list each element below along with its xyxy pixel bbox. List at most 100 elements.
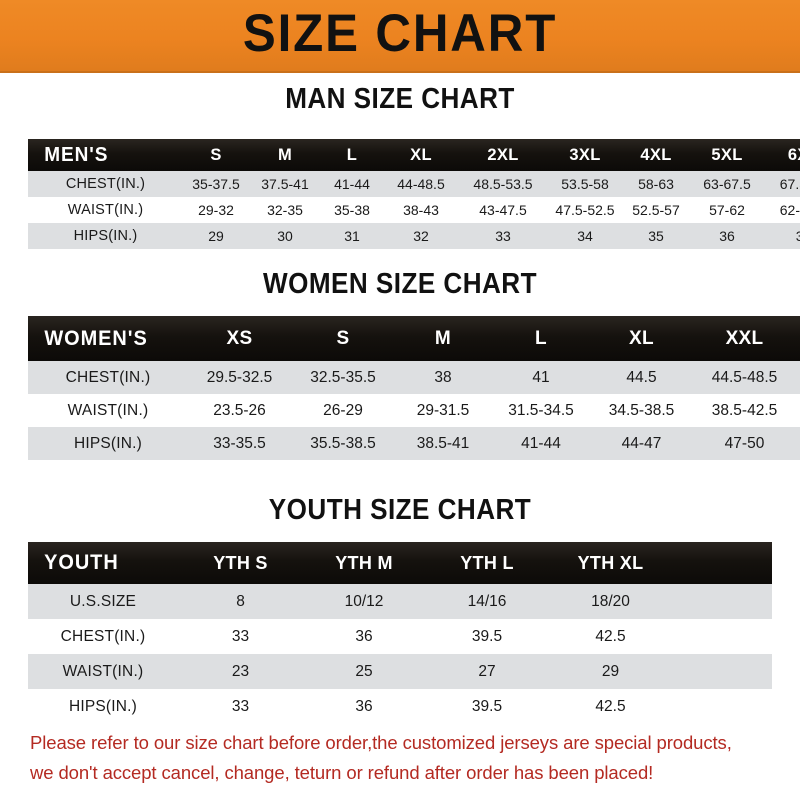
youth-hips-xl: 42.5 (595, 697, 626, 715)
youth-col-spacer (672, 542, 772, 584)
men-col-3xl: 3XL (569, 145, 601, 164)
youth-waist-l: 27 (478, 662, 496, 680)
women-col-xs: XS (226, 327, 253, 349)
men-waist-m: 32-35 (267, 202, 303, 218)
youth-waist-s: 23 (231, 662, 250, 680)
youth-row-label-chest: CHEST(IN.) (60, 627, 146, 645)
men-hips-6xl: 37 (795, 228, 800, 244)
men-chest-2xl: 48.5-53.5 (473, 176, 533, 192)
women-hips-xl: 44-47 (621, 434, 662, 452)
men-row-label-chest: CHEST(IN.) (65, 176, 146, 192)
women-col-l: L (535, 327, 547, 349)
women-waist-l: 31.5-34.5 (508, 401, 574, 419)
men-chest-l: 41-44 (334, 176, 370, 192)
youth-ussize-spacer (672, 584, 772, 619)
women-row-header: WOMEN'S (44, 326, 148, 350)
youth-chest-spacer (672, 619, 772, 654)
men-col-4xl: 4XL (640, 145, 672, 164)
men-chest-5xl: 63-67.5 (703, 176, 751, 192)
women-chest-xs: 29.5-32.5 (206, 368, 273, 386)
men-waist-s: 29-32 (198, 202, 234, 218)
women-waist-xxl: 38.5-42.5 (711, 401, 778, 419)
youth-col-yth-s: YTH S (213, 552, 268, 573)
men-chest-xl: 44-48.5 (397, 176, 445, 192)
table-row: WAIST(IN.) 23.5-26 26-29 29-31.5 31.5-34… (28, 394, 800, 427)
men-hips-5xl: 36 (719, 228, 735, 244)
women-col-xxl: XXL (725, 327, 764, 349)
youth-hips-s: 33 (231, 697, 250, 715)
women-waist-xs: 23.5-26 (213, 401, 266, 419)
men-hips-4xl: 35 (648, 228, 664, 244)
women-chest-l: 41 (532, 368, 550, 386)
men-col-s: S (210, 145, 222, 164)
men-chest-3xl: 53.5-58 (561, 176, 609, 192)
men-waist-xl: 38-43 (403, 202, 439, 218)
table-row: CHEST(IN.) 29.5-32.5 32.5-35.5 38 41 44.… (28, 361, 800, 394)
youth-ussize-s: 8 (236, 592, 245, 610)
disclaimer-line-2: we don't accept cancel, change, teturn o… (30, 762, 654, 783)
women-waist-s: 26-29 (323, 401, 363, 419)
disclaimer-line-1: Please refer to our size chart before or… (30, 732, 732, 753)
table-header-row: YOUTH YTH S YTH M YTH L YTH XL (28, 542, 772, 584)
women-chest-m: 38 (434, 368, 452, 386)
table-row: HIPS(IN.) 33-35.5 35.5-38.5 38.5-41 41-4… (28, 427, 800, 460)
men-waist-5xl: 57-62 (709, 202, 745, 218)
men-col-2xl: 2XL (487, 145, 519, 164)
table-row: HIPS(IN.) 29 30 31 32 33 34 35 36 37 (28, 223, 800, 249)
table-row: WAIST(IN.) 23 25 27 29 (28, 654, 772, 689)
women-waist-m: 29-31.5 (416, 401, 470, 419)
youth-hips-l: 39.5 (471, 697, 503, 715)
men-hips-3xl: 34 (577, 228, 593, 244)
women-hips-xs: 33-35.5 (213, 434, 266, 452)
table-header-row: WOMEN'S XS S M L XL XXL (28, 316, 800, 361)
women-hips-s: 35.5-38.5 (310, 434, 376, 452)
women-hips-m: 38.5-41 (416, 434, 470, 452)
youth-col-yth-xl: YTH XL (577, 552, 644, 573)
youth-waist-spacer (672, 654, 772, 689)
women-chest-xxl: 44.5-48.5 (711, 368, 778, 386)
men-hips-m: 30 (277, 228, 293, 244)
women-waist-xl: 34.5-38.5 (608, 401, 675, 419)
men-waist-l: 35-38 (334, 202, 370, 218)
women-col-s: S (336, 327, 350, 349)
table-row: HIPS(IN.) 33 36 39.5 42.5 (28, 689, 772, 724)
men-chest-s: 35-37.5 (192, 176, 240, 192)
table-header-row: MEN'S S M L XL 2XL 3XL 4XL 5XL 6XL (28, 139, 800, 171)
men-chest-m: 37.5-41 (261, 176, 309, 192)
table-row: CHEST(IN.) 35-37.5 37.5-41 41-44 44-48.5… (28, 171, 800, 197)
men-hips-l: 31 (344, 228, 360, 244)
youth-ussize-xl: 18/20 (591, 592, 630, 610)
section-title-youth: YOUTH SIZE CHART (268, 494, 532, 526)
table-row: CHEST(IN.) 33 36 39.5 42.5 (28, 619, 772, 654)
women-row-label-waist: WAIST(IN.) (67, 401, 149, 419)
men-hips-s: 29 (208, 228, 224, 244)
youth-waist-xl: 29 (601, 662, 620, 680)
disclaimer-note: Please refer to our size chart before or… (30, 728, 778, 788)
youth-row-label-waist: WAIST(IN.) (62, 662, 144, 680)
youth-hips-spacer (672, 689, 772, 724)
women-chest-xl: 44.5 (626, 368, 657, 386)
men-row-label-waist: WAIST(IN.) (67, 202, 144, 218)
page-title: SIZE CHART (242, 4, 558, 63)
youth-row-label-hips: HIPS(IN.) (68, 697, 138, 715)
table-row: WAIST(IN.) 29-32 32-35 35-38 38-43 43-47… (28, 197, 800, 223)
men-chest-4xl: 58-63 (638, 176, 674, 192)
section-title-women: WOMEN SIZE CHART (263, 268, 537, 300)
page-banner (0, 0, 800, 71)
youth-chest-xl: 42.5 (595, 627, 626, 645)
men-waist-3xl: 47.5-52.5 (555, 202, 615, 218)
youth-col-yth-l: YTH L (460, 552, 514, 573)
men-size-table: MEN'S S M L XL 2XL 3XL 4XL 5XL 6XL CHEST… (28, 139, 800, 249)
men-col-m: M (277, 145, 293, 164)
youth-ussize-l: 14/16 (467, 592, 507, 610)
youth-size-table: YOUTH YTH S YTH M YTH L YTH XL U.S.SIZE … (28, 542, 772, 724)
men-col-l: L (346, 145, 358, 164)
women-hips-l: 41-44 (521, 434, 561, 452)
women-chest-s: 32.5-35.5 (310, 368, 376, 386)
women-row-label-chest: CHEST(IN.) (65, 368, 151, 386)
men-row-header: MEN'S (44, 143, 109, 166)
men-hips-xl: 32 (413, 228, 429, 244)
youth-ussize-m: 10/12 (344, 592, 384, 610)
men-chest-6xl: 67.5-72 (779, 176, 800, 192)
